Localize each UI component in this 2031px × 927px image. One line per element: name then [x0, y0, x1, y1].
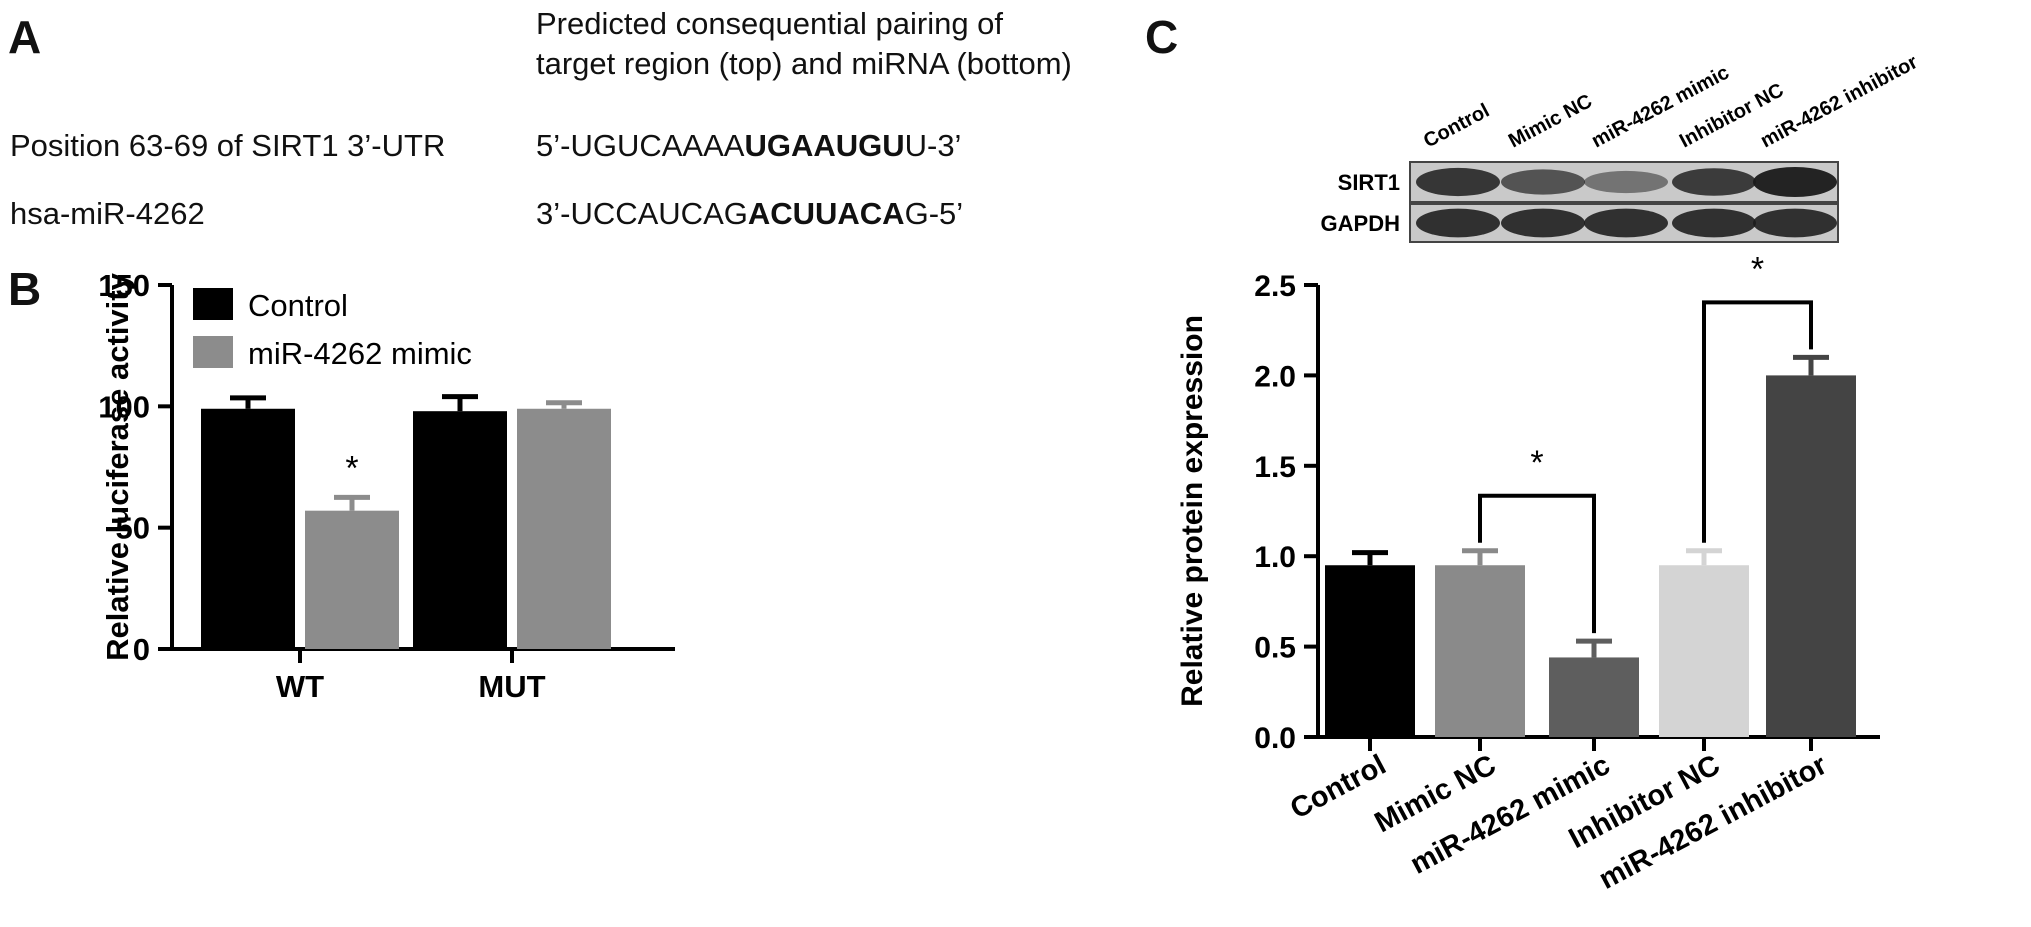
- y-axis-label: Relative protein expression: [1176, 315, 1209, 707]
- bar: [1325, 565, 1415, 737]
- y-tick-label: 50: [116, 511, 150, 546]
- significance-bracket: [1702, 300, 1813, 543]
- bar: [1549, 657, 1639, 737]
- x-tick-label: MUT: [478, 669, 545, 704]
- bar: [305, 510, 399, 649]
- target-label: Position 63-69 of SIRT1 3’-UTR: [10, 128, 446, 163]
- target-seq-seed: UGAAUGU: [744, 128, 905, 163]
- bar: [413, 411, 507, 649]
- pairing-header-line1: Predicted consequential pairing of: [536, 6, 1004, 41]
- panel-c-letter: C: [1145, 11, 1179, 63]
- pairing-header: Predicted consequential pairing of targe…: [536, 4, 1072, 84]
- y-tick-label: 100: [98, 389, 150, 424]
- pairing-header-line2: target region (top) and miRNA (bottom): [536, 46, 1072, 81]
- blot-band: [1501, 208, 1585, 238]
- blot-band: [1416, 167, 1500, 197]
- y-tick-label: 2.0: [1254, 360, 1296, 393]
- significance-star: *: [345, 449, 358, 487]
- mirna-sequence: 3’-UCCAUCAGACUUACAG-5’: [536, 196, 963, 232]
- y-tick-label: 0: [133, 632, 150, 667]
- bar: [517, 408, 611, 649]
- blot-lane-label: Control: [1420, 100, 1493, 153]
- significance-star: *: [1530, 444, 1543, 482]
- significance-star: *: [1751, 250, 1764, 288]
- significance-bracket: [1478, 493, 1596, 634]
- y-tick-label: 1.5: [1254, 451, 1296, 484]
- blot-row-label: GAPDH: [1321, 211, 1400, 236]
- panel-a-letter: A: [8, 11, 42, 63]
- bar: [201, 408, 295, 649]
- y-tick-label: 150: [98, 268, 150, 303]
- mirna-seq-seed: ACUUACA: [747, 196, 905, 231]
- blot-band: [1584, 170, 1668, 194]
- bar: [1659, 565, 1749, 737]
- mirna-seq-prefix: 3’-UCCAUCAG: [536, 196, 748, 231]
- target-sequence: 5’-UGUCAAAAUGAAUGUU-3’: [536, 128, 961, 164]
- target-seq-suffix: U-3’: [904, 128, 962, 163]
- blot-lane-label: Mimic NC: [1505, 90, 1596, 152]
- y-tick-label: 0.5: [1254, 632, 1296, 665]
- mirna-seq-suffix: G-5’: [904, 196, 964, 231]
- y-tick-label: 1.0: [1254, 541, 1296, 574]
- mirna-label: hsa-miR-4262: [10, 196, 205, 231]
- blot-band: [1753, 167, 1837, 197]
- blot-band: [1753, 208, 1837, 238]
- y-tick-label: 0.0: [1254, 722, 1296, 755]
- x-tick-label: WT: [276, 669, 324, 704]
- x-tick-label: miR-4262 mimic: [1405, 749, 1615, 881]
- target-seq-prefix: 5’-UGUCAAAA: [536, 128, 745, 163]
- blot-band: [1501, 169, 1585, 195]
- blot-row-label: SIRT1: [1338, 170, 1400, 195]
- blot-band: [1672, 208, 1756, 238]
- legend-swatch: [193, 288, 233, 320]
- legend-label: miR-4262 mimic: [248, 336, 472, 371]
- legend-label: Control: [248, 288, 348, 323]
- blot-band: [1672, 168, 1756, 196]
- blot-band: [1416, 208, 1500, 238]
- blot-band: [1584, 208, 1668, 238]
- y-axis-label: Relative luciferase activity: [100, 272, 135, 660]
- legend-swatch: [193, 336, 233, 368]
- bar: [1435, 565, 1525, 737]
- bar: [1766, 375, 1856, 737]
- panel-b-letter: B: [8, 263, 42, 315]
- y-tick-label: 2.5: [1254, 270, 1296, 303]
